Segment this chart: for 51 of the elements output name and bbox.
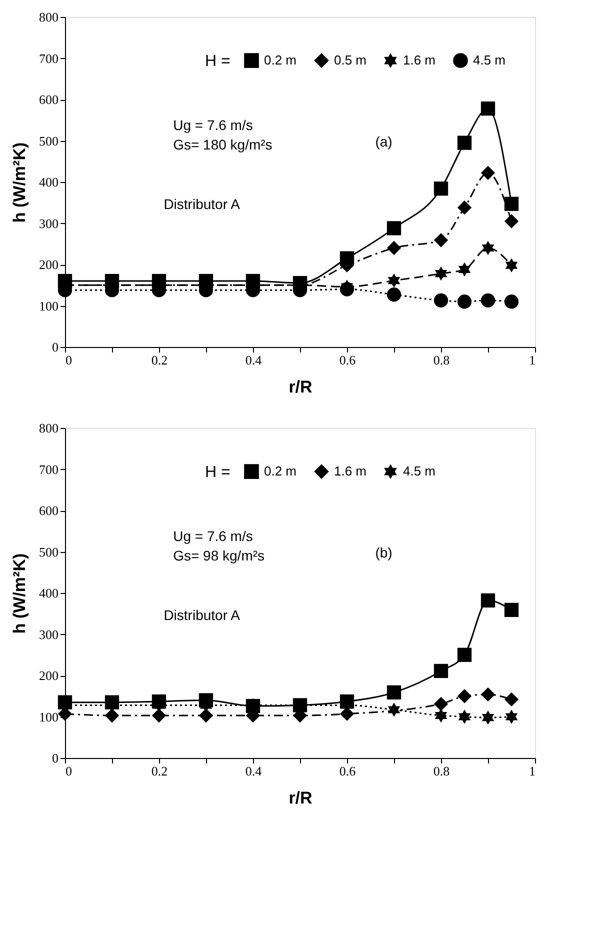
legend-label: 1.6 m [334, 464, 367, 479]
annotation: Distributor A [164, 196, 241, 212]
x-tick-label: 0 [66, 352, 72, 368]
y-tick-label: 400 [39, 586, 58, 600]
legend-title: H = [205, 53, 230, 70]
y-tick-label: 600 [39, 503, 58, 518]
y-tick-label: 200 [39, 668, 58, 683]
y-tick-label: 700 [39, 462, 58, 477]
x-tick-label: 1 [529, 764, 536, 778]
y-tick-label: 100 [39, 298, 58, 314]
y-tick-label: 0 [52, 750, 58, 766]
y-axis-title: h (W/m²K) [10, 553, 29, 634]
annotation: (a) [375, 133, 392, 150]
x-tick-label: 0.4 [245, 352, 262, 368]
legend-title: H = [205, 464, 230, 481]
x-tick-label: 0.2 [151, 352, 168, 368]
legend-label: 0.2 m [264, 52, 297, 68]
x-tick-label: 0.8 [433, 352, 450, 368]
x-tick-label: 1 [529, 352, 536, 368]
x-axis-title: r/R [288, 378, 312, 396]
x-tick-label: 0 [66, 764, 72, 778]
x-tick-label: 0.6 [339, 764, 356, 778]
y-tick-label: 500 [39, 133, 58, 148]
x-axis-title: r/R [288, 788, 312, 808]
y-axis-title: h (W/m²K) [10, 142, 29, 223]
y-tick-label: 200 [39, 257, 58, 272]
x-tick-label: 0.4 [245, 764, 262, 778]
legend-label: 1.6 m [403, 52, 436, 68]
annotation: Ug = 7.6 m/s [173, 116, 253, 133]
y-tick-label: 300 [39, 216, 58, 231]
annotation: (b) [375, 544, 392, 560]
annotation: Gs= 180 kg/m²s [173, 136, 272, 153]
legend-label: 0.2 m [264, 464, 297, 479]
x-tick-label: 0.6 [339, 352, 356, 368]
y-tick-label: 500 [39, 544, 58, 560]
legend-label: 0.5 m [334, 52, 367, 68]
x-tick-label: 0.2 [151, 764, 168, 778]
legend-label: 4.5 m [473, 52, 506, 68]
y-tick-label: 400 [39, 174, 58, 190]
y-tick-label: 800 [39, 10, 58, 24]
annotation: Gs= 98 kg/m²s [173, 548, 265, 564]
y-tick-label: 0 [52, 340, 58, 354]
x-tick-label: 0.8 [433, 764, 450, 778]
y-tick-label: 300 [39, 626, 58, 642]
legend-label: 4.5 m [403, 464, 436, 479]
y-tick-label: 800 [39, 420, 58, 436]
y-tick-label: 100 [39, 709, 58, 724]
y-tick-label: 700 [39, 50, 58, 66]
annotation: Ug = 7.6 m/s [173, 528, 253, 544]
y-tick-label: 600 [39, 92, 58, 107]
annotation: Distributor A [164, 607, 241, 624]
